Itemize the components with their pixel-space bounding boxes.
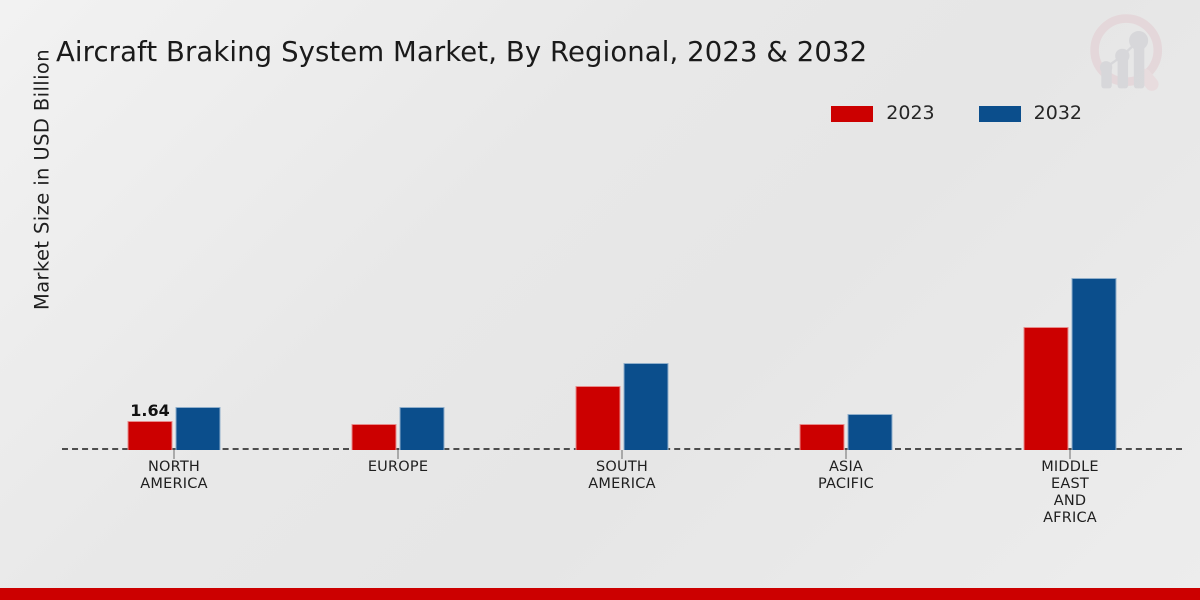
category-label: NORTH AMERICA [140,459,208,492]
bar-pair [575,150,669,450]
watermark-logo-icon [1082,8,1178,98]
bar-pair: 1.64 [127,150,221,450]
category-label: MIDDLE EAST AND AFRICA [1041,459,1099,526]
bar-group: EUROPE [286,150,510,475]
category-label: SOUTH AMERICA [588,459,656,492]
axis-baseline [62,448,1182,450]
legend-label-2032: 2032 [1033,102,1082,124]
bar-2032[interactable] [175,407,221,450]
legend-item-2032[interactable]: 2032 [978,102,1082,124]
bar-value-label: 1.64 [130,400,170,420]
y-axis-title: Market Size in USD Billion [30,48,54,311]
bar-2032[interactable] [1071,277,1117,450]
category-label: EUROPE [367,459,429,475]
plot-area: 1.64 NORTH AMERICA EUROPE [62,150,1182,526]
bar-pair [799,150,893,450]
bar-2032[interactable] [623,362,669,450]
legend-item-2023[interactable]: 2023 [831,102,935,124]
axis-tick [397,450,399,459]
axis-tick [845,450,847,459]
axis-tick [173,450,175,459]
bar-2023[interactable] [575,385,621,450]
bar-pair [351,150,445,450]
chart-title: Aircraft Braking System Market, By Regio… [56,36,868,68]
bar-2032[interactable] [847,413,893,450]
chart-legend: 2023 2032 [831,104,1082,123]
bar-group: SOUTH AMERICA [510,150,734,492]
legend-swatch-2023 [831,105,874,122]
bar-group: MIDDLE EAST AND AFRICA [958,150,1182,526]
bar-group: 1.64 NORTH AMERICA [62,150,286,492]
bar-group: ASIA PACIFIC [734,150,958,492]
axis-tick [621,450,623,459]
legend-label-2023: 2023 [886,102,935,124]
axis-tick [1069,450,1071,459]
bar-2023[interactable] [1023,327,1069,450]
legend-swatch-2032 [978,105,1021,122]
category-label: ASIA PACIFIC [817,459,875,492]
bottom-accent-strip [0,588,1200,600]
bar-2023[interactable] [799,423,845,450]
bar-2023[interactable]: 1.64 [127,401,173,450]
bar-2032[interactable] [399,407,445,450]
bar-pair [1023,150,1117,450]
bar-2023[interactable] [351,423,397,450]
